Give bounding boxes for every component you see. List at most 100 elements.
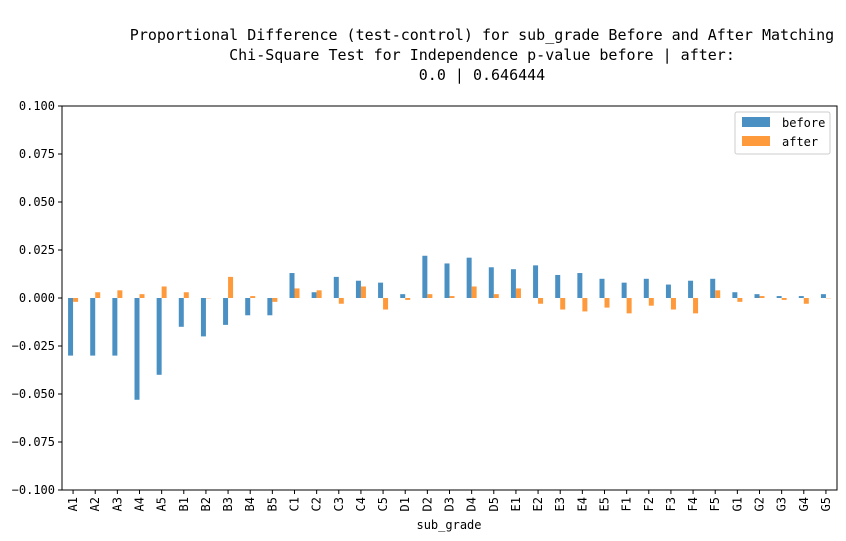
x-tick-label-A1: A1 bbox=[66, 497, 80, 511]
x-tick-label-C2: C2 bbox=[310, 497, 324, 511]
x-tick-label-B5: B5 bbox=[265, 497, 279, 511]
bar-after-A5 bbox=[161, 286, 167, 298]
x-tick-label-B3: B3 bbox=[221, 497, 235, 511]
bar-before-E1 bbox=[510, 269, 516, 298]
bar-before-B1 bbox=[178, 298, 184, 327]
x-tick-label-B2: B2 bbox=[199, 497, 213, 511]
x-tick-label-C4: C4 bbox=[354, 497, 368, 511]
bar-before-A3 bbox=[112, 298, 118, 356]
x-tick-label-D1: D1 bbox=[398, 497, 412, 511]
x-tick-label-B4: B4 bbox=[243, 497, 257, 511]
bar-before-C5 bbox=[378, 282, 384, 298]
x-tick-label-C5: C5 bbox=[376, 497, 390, 511]
bar-after-A3 bbox=[117, 290, 123, 298]
x-tick-label-G4: G4 bbox=[797, 497, 811, 511]
bar-before-D1 bbox=[400, 294, 406, 298]
title-line-3: 0.0 | 0.646444 bbox=[419, 66, 545, 84]
x-tick-label-F2: F2 bbox=[642, 497, 656, 511]
x-tick-label-E4: E4 bbox=[575, 497, 589, 511]
x-tick-label-E2: E2 bbox=[531, 497, 545, 511]
bar-after-D5 bbox=[493, 294, 499, 298]
bar-after-G1 bbox=[737, 298, 743, 302]
bars-group bbox=[68, 255, 831, 400]
plot-frame bbox=[61, 105, 838, 491]
bar-before-F3 bbox=[665, 284, 671, 298]
bar-after-D3 bbox=[449, 296, 455, 298]
bar-before-E3 bbox=[555, 274, 561, 298]
bar-before-C3 bbox=[333, 276, 339, 298]
legend-swatch-before bbox=[742, 117, 770, 127]
bar-after-E5 bbox=[604, 298, 610, 308]
x-tick-label-D2: D2 bbox=[420, 497, 434, 511]
bar-after-F2 bbox=[648, 298, 654, 306]
bar-before-B4 bbox=[245, 298, 251, 316]
bar-after-F1 bbox=[626, 298, 632, 314]
bar-after-D1 bbox=[405, 298, 411, 300]
y-tick-label: −0.075 bbox=[12, 435, 55, 449]
bar-after-C5 bbox=[383, 298, 389, 310]
bar-after-B4 bbox=[250, 296, 256, 298]
bar-before-A5 bbox=[156, 298, 162, 375]
bar-before-A2 bbox=[90, 298, 96, 356]
x-tick-label-A2: A2 bbox=[88, 497, 102, 511]
bar-after-F3 bbox=[670, 298, 676, 310]
bar-after-B5 bbox=[272, 298, 278, 302]
y-tick-label: −0.025 bbox=[12, 339, 55, 353]
bar-after-D2 bbox=[427, 294, 433, 298]
bar-after-A4 bbox=[139, 294, 145, 298]
x-tick-label-C3: C3 bbox=[332, 497, 346, 511]
x-tick-label-G1: G1 bbox=[730, 497, 744, 511]
bar-before-F5 bbox=[710, 278, 716, 298]
bar-before-B3 bbox=[223, 298, 229, 325]
x-tick-label-F1: F1 bbox=[620, 497, 634, 511]
x-tick-label-F3: F3 bbox=[664, 497, 678, 511]
y-tick-label: 0.100 bbox=[19, 99, 55, 113]
bar-after-G3 bbox=[781, 298, 787, 300]
x-tick-label-C1: C1 bbox=[288, 497, 302, 511]
title-line-2: Chi-Square Test for Independence p-value… bbox=[229, 46, 735, 64]
bar-after-C1 bbox=[294, 288, 300, 298]
bar-before-A4 bbox=[134, 298, 140, 400]
legend-label-before: before bbox=[782, 116, 825, 130]
legend: before after bbox=[734, 111, 831, 155]
bar-before-E5 bbox=[599, 278, 605, 298]
x-tick-label-A3: A3 bbox=[110, 497, 124, 511]
bar-after-A2 bbox=[95, 292, 101, 298]
y-tick-label: 0.025 bbox=[19, 243, 55, 257]
y-tick-label: 0.050 bbox=[19, 195, 55, 209]
x-tick-label-G2: G2 bbox=[753, 497, 767, 511]
legend-label-after: after bbox=[782, 135, 818, 149]
x-tick-label-A4: A4 bbox=[133, 497, 147, 511]
bar-before-F2 bbox=[643, 278, 649, 298]
x-tick-label-D4: D4 bbox=[465, 497, 479, 511]
legend-swatch-after bbox=[742, 136, 770, 146]
bar-before-G4 bbox=[798, 296, 804, 298]
bar-after-A1 bbox=[73, 298, 79, 302]
bar-after-C3 bbox=[338, 298, 344, 304]
bar-before-F1 bbox=[621, 282, 627, 298]
bar-before-B2 bbox=[200, 298, 206, 337]
bar-before-B5 bbox=[267, 298, 273, 316]
bar-before-E4 bbox=[577, 273, 583, 298]
x-tick-label-G3: G3 bbox=[775, 497, 789, 511]
bar-before-C4 bbox=[355, 280, 361, 298]
bar-before-A1 bbox=[68, 298, 74, 356]
bar-after-E1 bbox=[515, 288, 521, 298]
bar-after-E4 bbox=[582, 298, 588, 312]
bar-before-F4 bbox=[688, 280, 694, 298]
bar-after-B3 bbox=[228, 276, 234, 298]
bar-before-G2 bbox=[754, 294, 760, 298]
bar-before-D2 bbox=[422, 255, 428, 298]
bar-after-C2 bbox=[316, 290, 322, 298]
x-tick-label-E5: E5 bbox=[598, 497, 612, 511]
title-line-1: Proportional Difference (test-control) f… bbox=[130, 26, 834, 44]
x-tick-label-F4: F4 bbox=[686, 497, 700, 511]
bar-before-G3 bbox=[776, 296, 782, 298]
bar-before-G1 bbox=[732, 292, 738, 298]
x-axis-label: sub_grade bbox=[416, 518, 481, 532]
bar-after-F5 bbox=[715, 290, 721, 298]
x-tick-label-F5: F5 bbox=[708, 497, 722, 511]
x-tick-label-E3: E3 bbox=[553, 497, 567, 511]
x-tick-label-D3: D3 bbox=[443, 497, 457, 511]
